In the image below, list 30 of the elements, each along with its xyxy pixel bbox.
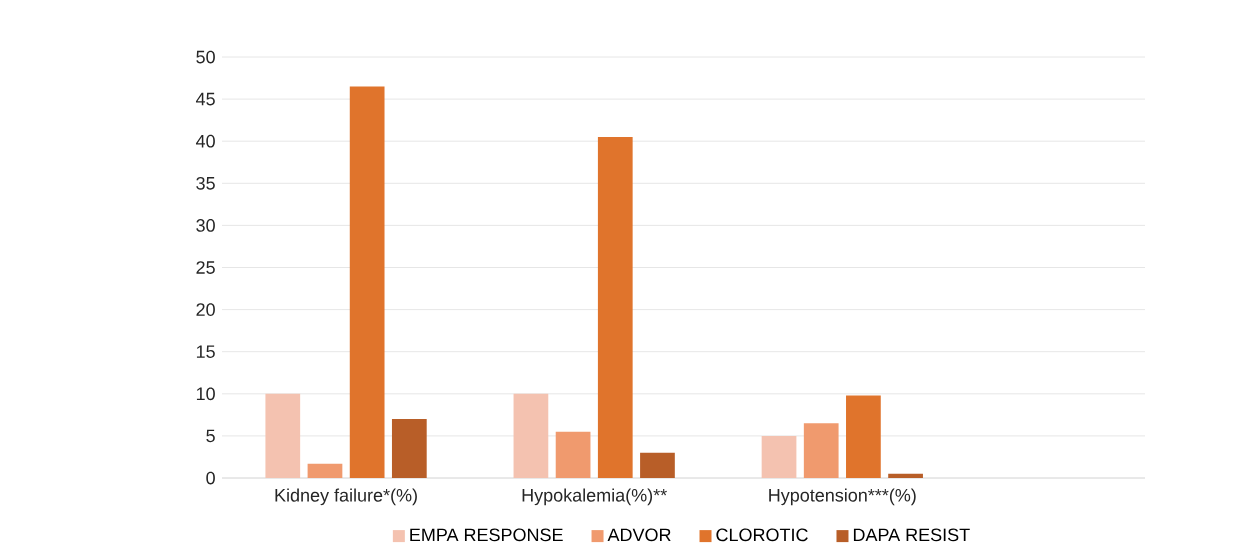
bar bbox=[265, 393, 301, 478]
y-tick-label: 5 bbox=[206, 429, 215, 443]
y-tick-label: 0 bbox=[206, 471, 215, 485]
y-tick-label: 20 bbox=[196, 303, 215, 316]
bar bbox=[391, 419, 427, 478]
x-tick-label: Kidney failure*(%) bbox=[275, 488, 417, 506]
bar bbox=[888, 473, 923, 478]
bar bbox=[640, 452, 675, 478]
bar bbox=[846, 395, 881, 478]
x-tick-label: Hypokalemia(%)** bbox=[522, 488, 667, 506]
y-tick-label: 45 bbox=[195, 92, 215, 106]
x-tick-label: Hypotension***(%) bbox=[769, 488, 916, 506]
bar bbox=[803, 423, 839, 478]
y-tick-label: 15 bbox=[196, 345, 215, 358]
legend-label: DAPA RESIST bbox=[853, 528, 970, 542]
bar bbox=[761, 435, 797, 478]
legend-label: EMPA RESPONSE bbox=[410, 528, 563, 542]
bar bbox=[513, 393, 549, 478]
bar bbox=[597, 136, 633, 478]
bar bbox=[555, 431, 591, 478]
bar bbox=[349, 86, 385, 478]
y-tick-label: 50 bbox=[196, 50, 215, 64]
y-tick-label: 10 bbox=[196, 387, 215, 401]
y-tick-label: 35 bbox=[196, 176, 215, 190]
y-tick-label: 30 bbox=[196, 219, 215, 232]
bar bbox=[307, 463, 343, 478]
y-tick-label: 40 bbox=[195, 134, 215, 148]
legend-label: ADVOR bbox=[607, 528, 671, 542]
y-tick-label: 25 bbox=[196, 261, 215, 274]
legend-label: CLOROTIC bbox=[716, 528, 808, 542]
